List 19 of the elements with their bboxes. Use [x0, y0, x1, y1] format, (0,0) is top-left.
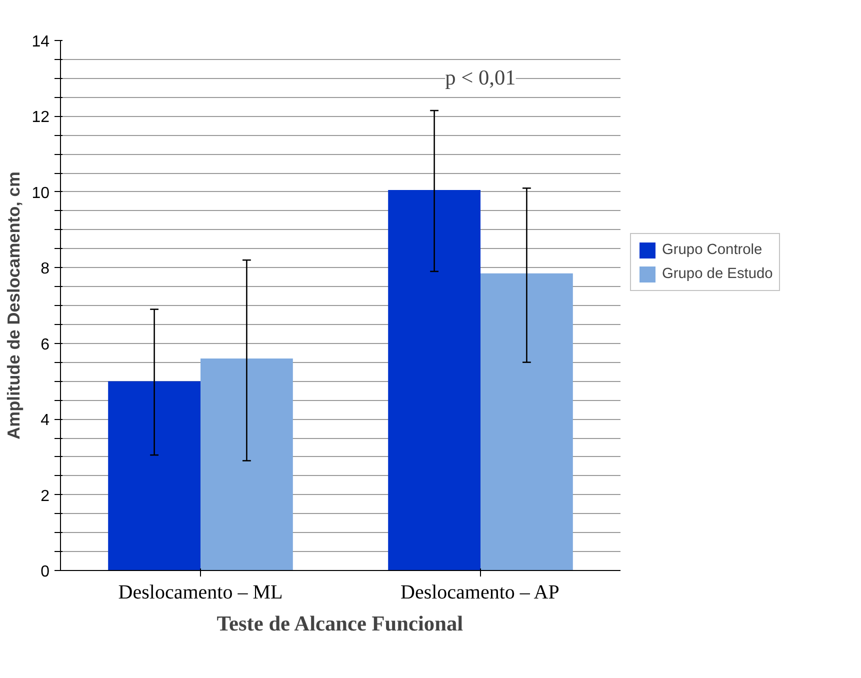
- bar: [480, 273, 573, 570]
- x-tick-label: Deslocamento – AP: [400, 582, 560, 604]
- legend-label: Grupo Controle: [662, 242, 762, 258]
- y-tick-label: 8: [40, 260, 50, 278]
- x-tick-label: Deslocamento – ML: [118, 582, 283, 604]
- annotation: p < 0,01: [445, 66, 516, 90]
- legend-label: Grupo de Estudo: [662, 266, 773, 282]
- bar: [388, 190, 480, 570]
- y-tick-label: 4: [40, 412, 50, 430]
- y-tick-label: 0: [40, 564, 50, 580]
- bar: [108, 381, 200, 570]
- bar: [200, 358, 293, 570]
- y-tick-label: 14: [32, 34, 50, 50]
- x-axis-title: Teste de Alcance Funcional: [216, 612, 464, 636]
- y-axis-title: Amplitude de Deslocamento, cm: [4, 172, 24, 440]
- y-tick-label: 2: [40, 488, 50, 505]
- y-tick-label: 12: [32, 109, 50, 126]
- y-tick-label: 10: [32, 184, 50, 202]
- y-tick-label: 6: [40, 336, 50, 354]
